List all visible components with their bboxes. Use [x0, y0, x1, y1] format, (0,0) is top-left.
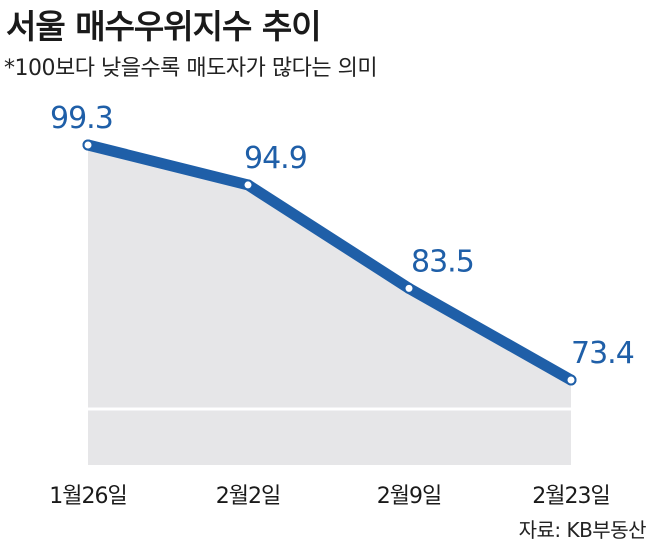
data-label-2: 94.9 — [244, 141, 307, 176]
x-tick-label-1: 1월26일 — [49, 484, 126, 509]
data-point-3 — [403, 282, 415, 294]
x-tick-label-3: 2월9일 — [377, 484, 441, 509]
data-label-3: 83.5 — [411, 244, 474, 279]
data-label-1: 99.3 — [50, 101, 113, 136]
chart-subtitle: *100보다 낮을수록 매도자가 많다는 의미 — [4, 56, 378, 81]
x-tick-label-4: 2월23일 — [532, 484, 609, 509]
data-point-2 — [242, 179, 254, 191]
chart-title: 서울 매수우위지수 추이 — [6, 7, 322, 46]
data-point-1 — [82, 139, 94, 151]
x-tick-label-2: 2월2일 — [216, 484, 280, 509]
series-line — [82, 139, 577, 386]
area-fill — [88, 145, 571, 465]
source-note: 자료: KB부동산 — [518, 518, 647, 542]
data-label-4: 73.4 — [571, 336, 634, 371]
data-point-4 — [565, 374, 577, 386]
